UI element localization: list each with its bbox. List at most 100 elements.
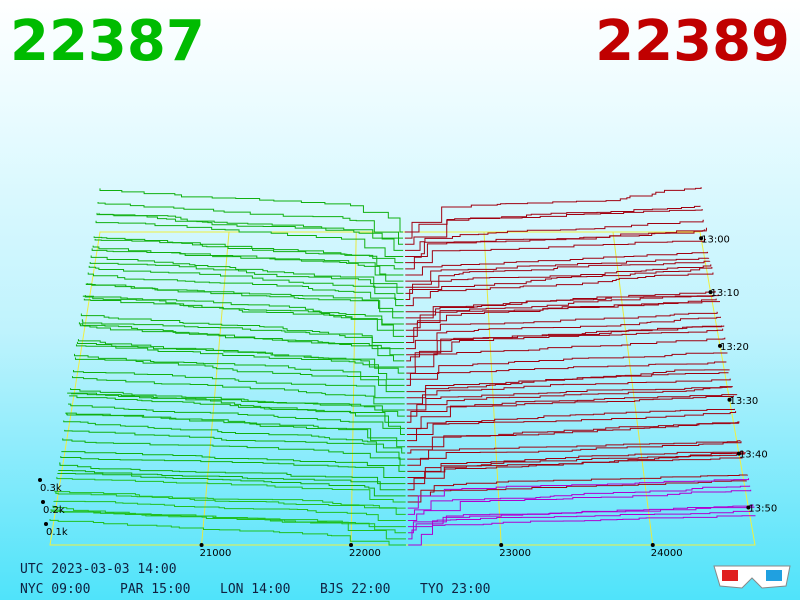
bid-curve — [68, 403, 405, 429]
ask-curve — [407, 478, 750, 509]
bid-curve — [79, 324, 405, 356]
bid-curve — [95, 220, 404, 258]
city-time: LON 14:00 — [220, 582, 290, 597]
ask-curve — [406, 408, 736, 429]
bid-curve — [87, 272, 404, 307]
price-grid-line — [612, 231, 654, 546]
time-tick — [736, 451, 741, 456]
time-tick — [746, 505, 751, 510]
floor-grid — [49, 231, 756, 546]
price-label: 23000 — [499, 548, 531, 559]
bid-curve — [73, 369, 405, 399]
bid-curve — [63, 420, 406, 460]
bid-price: 22387 — [10, 9, 205, 74]
ask-curve — [405, 257, 710, 282]
ask-curve — [405, 301, 720, 343]
ask-curve — [404, 208, 703, 245]
bid-curve — [58, 469, 406, 491]
time-tick — [727, 397, 732, 402]
ask-curve — [408, 515, 756, 546]
bid-curve — [64, 429, 406, 454]
ask-curve — [405, 294, 719, 337]
depth-label: 0.2k — [43, 505, 65, 516]
ask-curve — [404, 219, 704, 251]
bid-curve — [54, 490, 406, 515]
bid-curve — [62, 438, 406, 466]
bid-curve — [97, 202, 404, 245]
price-tick — [499, 543, 504, 547]
glasses-icon — [713, 565, 791, 589]
city-time: PAR 15:00 — [120, 582, 190, 597]
price-label: 24000 — [651, 548, 683, 559]
bid-curve — [71, 393, 405, 411]
ask-curve — [404, 187, 702, 239]
bid-curve — [85, 283, 404, 319]
price-grid-line — [483, 231, 502, 546]
bid-curve — [98, 212, 404, 239]
ask-curve — [405, 290, 716, 319]
bid-curve — [55, 491, 406, 509]
bid-curve — [70, 388, 405, 417]
price-grid-line — [350, 231, 357, 546]
ask-curve — [405, 272, 714, 307]
bid-curve — [82, 295, 405, 337]
bid-curve — [50, 509, 406, 540]
bid-curve — [74, 357, 405, 386]
bid-curve — [66, 412, 406, 442]
ask-curve — [404, 205, 701, 233]
bid-curve — [59, 462, 406, 485]
bid-curve — [96, 212, 404, 251]
ask-curve — [406, 352, 728, 386]
bid-curve — [56, 476, 406, 503]
ask-curve — [405, 251, 709, 276]
bid-curve — [67, 392, 405, 436]
time-tick — [699, 236, 704, 241]
ask-curve — [407, 394, 738, 442]
bid-curve — [93, 236, 404, 270]
time-label: 13:10 — [711, 288, 740, 299]
ask-curve — [408, 504, 754, 534]
bid-curve — [99, 188, 403, 233]
ask-curve — [407, 457, 743, 472]
ask-curve — [405, 260, 711, 288]
depth-curves — [49, 187, 756, 546]
bid-curve — [83, 298, 404, 331]
bid-curve — [80, 313, 405, 350]
ask-curve — [407, 489, 752, 521]
price-tick — [349, 543, 354, 547]
ask-curve — [406, 316, 721, 350]
axis-labels: 21000 22000 23000 24000 13:00 13:10 13:20 13:30… — [38, 234, 777, 559]
bid-curve — [60, 456, 406, 478]
ask-curve — [406, 386, 733, 417]
depth-tick — [38, 478, 42, 482]
city-time: BJS 22:00 — [320, 582, 390, 597]
bid-curve — [49, 519, 407, 546]
ask-curve — [406, 325, 725, 368]
ask-curve — [406, 369, 730, 399]
ask-curve — [406, 337, 726, 374]
price-label: 22000 — [349, 548, 381, 559]
bid-curve — [81, 319, 405, 343]
time-label: 13:50 — [748, 503, 777, 514]
bid-curve — [89, 262, 404, 294]
bid-curve — [76, 341, 405, 374]
depth-label: 0.3k — [40, 483, 62, 494]
ask-curve — [406, 386, 732, 411]
ask-curve — [408, 506, 755, 540]
ask-curve — [407, 441, 742, 466]
ask-curve — [407, 510, 753, 528]
bid-curve — [53, 500, 406, 521]
bid-curve — [61, 451, 406, 472]
bid-curve — [52, 505, 406, 528]
depth-tick — [44, 522, 48, 526]
time-label: 13:20 — [720, 342, 749, 353]
ask-curve — [407, 452, 746, 491]
ask-curve — [405, 311, 718, 331]
floor-outline — [49, 231, 756, 546]
bid-curve — [90, 255, 404, 288]
bid-curve — [75, 344, 405, 380]
depth-label: 0.1k — [46, 527, 68, 538]
ask-curve — [406, 361, 727, 380]
utc-time: UTC 2023-03-03 14:00 — [20, 562, 177, 577]
